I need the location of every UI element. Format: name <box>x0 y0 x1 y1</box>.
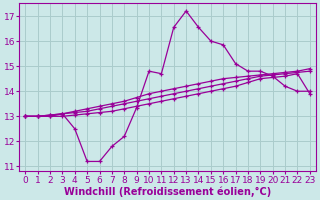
X-axis label: Windchill (Refroidissement éolien,°C): Windchill (Refroidissement éolien,°C) <box>64 186 271 197</box>
